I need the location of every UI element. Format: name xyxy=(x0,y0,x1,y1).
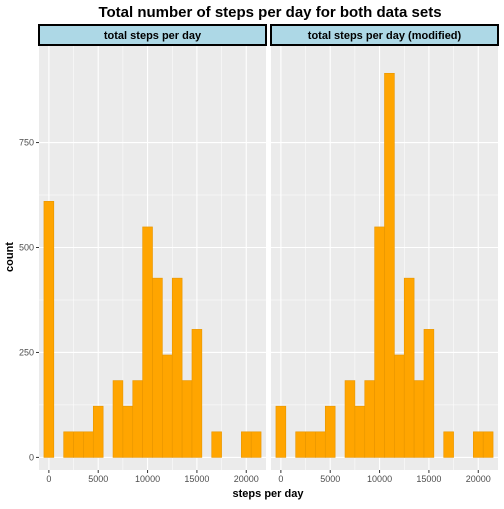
x-tick-label: 5000 xyxy=(88,474,108,484)
histogram-bar xyxy=(413,380,425,458)
histogram-bar xyxy=(43,201,55,458)
x-tick-label: 10000 xyxy=(135,474,160,484)
histogram-bar xyxy=(275,405,287,458)
histogram-bar xyxy=(241,431,252,458)
x-axis-right: 0 5000 10000 15000 20000 xyxy=(278,470,491,484)
y-axis: 0 250 500 750 xyxy=(19,138,39,462)
strip-right-label: total steps per day (modified) xyxy=(308,30,462,42)
histogram-bar xyxy=(295,431,306,458)
histogram-bar xyxy=(324,405,336,458)
x-tick-label: 20000 xyxy=(466,474,491,484)
histogram-bar xyxy=(403,277,415,458)
x-tick-label: 15000 xyxy=(184,474,209,484)
x-tick-label: 20000 xyxy=(234,474,259,484)
chart-title: Total number of steps per day for both d… xyxy=(98,4,441,21)
panel-left xyxy=(39,46,266,470)
panel-right xyxy=(271,46,498,470)
strip-right-background xyxy=(270,24,499,46)
strip-left-background xyxy=(38,24,267,46)
histogram-bar xyxy=(73,431,84,458)
y-tick-label: 500 xyxy=(19,243,34,253)
histogram-bar xyxy=(211,431,222,458)
histogram-bar xyxy=(344,380,356,458)
histogram-bar xyxy=(315,431,326,458)
histogram-bar xyxy=(364,380,375,458)
y-tick-label: 250 xyxy=(19,347,34,357)
x-tick-label: 10000 xyxy=(367,474,392,484)
histogram-bar xyxy=(250,431,262,458)
histogram-bar xyxy=(92,405,104,458)
histogram-bar xyxy=(354,405,366,458)
y-tick-label: 750 xyxy=(19,138,34,148)
histogram-bar xyxy=(384,72,395,458)
histogram-bar xyxy=(181,380,193,458)
histogram-bar xyxy=(191,329,203,458)
histogram-bar xyxy=(482,431,494,458)
histogram-bar xyxy=(63,431,74,458)
x-tick-label: 0 xyxy=(46,474,51,484)
histogram-bar xyxy=(443,431,454,458)
strip-left-label: total steps per day xyxy=(104,30,202,42)
x-tick-label: 5000 xyxy=(320,474,340,484)
x-tick-label: 15000 xyxy=(416,474,441,484)
histogram-bar xyxy=(374,226,385,458)
y-axis-title: count xyxy=(4,242,16,272)
histogram-bar xyxy=(305,431,316,458)
histogram-bar xyxy=(112,380,124,458)
histogram-bar xyxy=(83,431,94,458)
x-axis-left: 0 5000 10000 15000 20000 xyxy=(46,470,259,484)
histogram-bar xyxy=(132,380,143,458)
histogram-bar xyxy=(162,354,173,458)
histogram-bar xyxy=(142,226,153,458)
histogram-bar xyxy=(473,431,484,458)
histogram-bar xyxy=(423,329,435,458)
histogram-bar xyxy=(122,405,134,458)
histogram-bar xyxy=(394,354,405,458)
x-tick-label: 0 xyxy=(278,474,283,484)
y-tick-label: 0 xyxy=(29,452,34,462)
x-axis-title: steps per day xyxy=(233,488,305,500)
histogram-bar xyxy=(152,277,163,458)
histogram-bar xyxy=(171,277,183,458)
